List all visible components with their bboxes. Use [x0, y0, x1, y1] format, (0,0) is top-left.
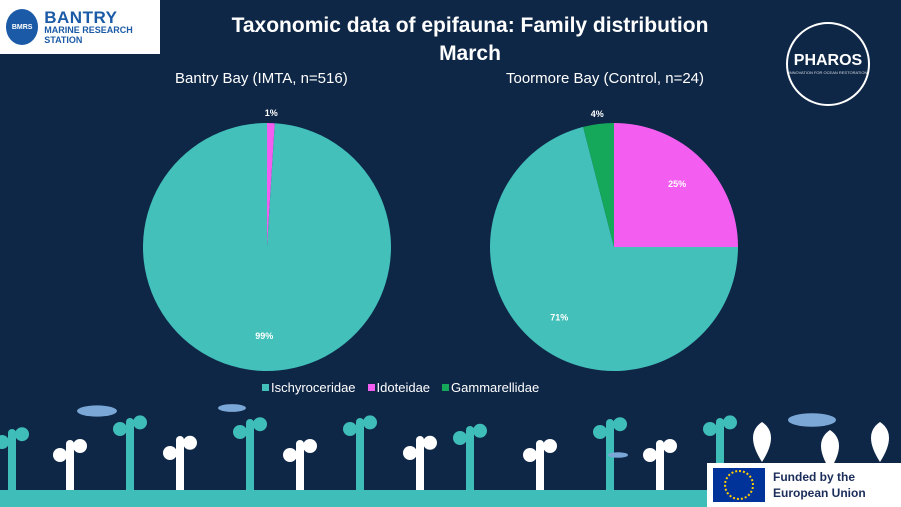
coral-stalk	[466, 426, 474, 507]
coral-branch	[363, 415, 377, 430]
legend-item-ischyroceridae: Ischyroceridae	[262, 380, 356, 395]
pharos-tagline: INNOVATION FOR OCEAN RESTORATION	[788, 70, 868, 75]
fish-icon	[608, 452, 628, 458]
chart-title-bantry: Bantry Bay (IMTA, n=516)	[175, 70, 348, 87]
coral-branch	[723, 415, 737, 430]
pharos-logo: PHAROS INNOVATION FOR OCEAN RESTORATION	[786, 22, 870, 106]
pie-slice-idoteidae	[614, 123, 738, 247]
pie-slice-ischyroceridae	[490, 126, 738, 371]
fish-icon	[788, 413, 836, 427]
eu-flag-icon	[713, 468, 765, 502]
coral-stalk	[126, 418, 134, 507]
coral-branch	[15, 427, 29, 442]
coral-branch	[233, 425, 247, 439]
coral-branch	[473, 423, 487, 438]
coral-stalk	[246, 419, 254, 507]
pharos-name: PHAROS	[793, 52, 863, 69]
subtitle-line: March	[439, 42, 501, 65]
coral-branch	[543, 439, 557, 453]
chart-title-toormore: Toormore Bay (Control, n=24)	[506, 70, 705, 87]
pie-group: 1% 99% 25% 71% 4%	[142, 108, 738, 371]
pie-slice-ischyroceridae	[142, 123, 391, 371]
coral-branch	[663, 439, 677, 453]
coral-stalk	[416, 436, 424, 507]
eu-funding-text: Funded by the European Union	[773, 470, 866, 500]
pie-data-label: 99%	[255, 331, 273, 341]
bmrs-logo: BMRS BANTRY MARINE RESEARCH STATION	[0, 0, 160, 54]
legend-label: Ischyroceridae	[271, 380, 356, 395]
bmrs-emblem-icon: BMRS	[6, 9, 39, 45]
legend-item-gammarellidae: Gammarellidae	[442, 380, 539, 395]
coral-branch	[703, 422, 717, 436]
legend-label: Gammarellidae	[451, 380, 540, 395]
eu-funding-badge: Funded by the European Union	[707, 463, 901, 507]
coral-fan	[753, 422, 771, 462]
legend-swatch	[442, 384, 450, 391]
title-line: Taxonomic data of epifauna: Family distr…	[231, 14, 709, 37]
coral-fan	[821, 430, 839, 470]
fish-icon	[218, 404, 246, 412]
pie-slice-idoteidae	[267, 123, 275, 247]
coral-branch	[73, 439, 87, 453]
coral-branch	[183, 435, 197, 450]
coral-fan	[871, 422, 889, 462]
coral-branch	[133, 415, 147, 430]
page-title: Taxonomic data of epifauna: Family distr…	[180, 12, 760, 68]
legend-item-idoteidae: Idoteidae	[367, 380, 431, 395]
coral-stalk	[176, 436, 184, 507]
bmrs-name: BANTRY	[44, 7, 118, 27]
seabed	[0, 490, 707, 507]
legend-swatch	[262, 384, 269, 391]
coral-branch	[253, 417, 267, 432]
legend-label: Idoteidae	[376, 380, 431, 395]
coral-branch	[523, 448, 537, 462]
fish-icon	[77, 405, 117, 417]
coral-branch	[643, 448, 657, 462]
coral-decoration	[0, 404, 889, 507]
coral-stalk	[356, 418, 364, 507]
bmrs-badge: BMRS	[11, 23, 33, 31]
pie-data-label: 4%	[591, 109, 604, 119]
coral-stalk	[606, 419, 614, 507]
coral-branch	[113, 422, 127, 436]
coral-branch	[283, 448, 297, 462]
coral-branch	[593, 425, 607, 439]
legend-swatch	[367, 384, 375, 391]
coral-branch	[343, 422, 357, 436]
chart-legend: Ischyroceridae Idoteidae Gammarellidae	[262, 380, 539, 395]
coral-branch	[303, 439, 317, 453]
coral-branch	[0, 435, 9, 449]
coral-branch	[403, 446, 417, 460]
coral-branch	[423, 435, 437, 450]
pie-slice-gammarellidae	[583, 123, 614, 247]
coral-branch	[53, 448, 67, 462]
coral-branch	[453, 431, 467, 445]
pie-data-label: 25%	[668, 179, 686, 189]
pie-data-label: 71%	[550, 313, 568, 323]
coral-stalk	[8, 429, 16, 507]
bmrs-subname: MARINE RESEARCH STATION	[44, 25, 133, 45]
coral-branch	[613, 417, 627, 432]
coral-branch	[163, 446, 177, 460]
pie-data-label: 1%	[265, 108, 278, 118]
